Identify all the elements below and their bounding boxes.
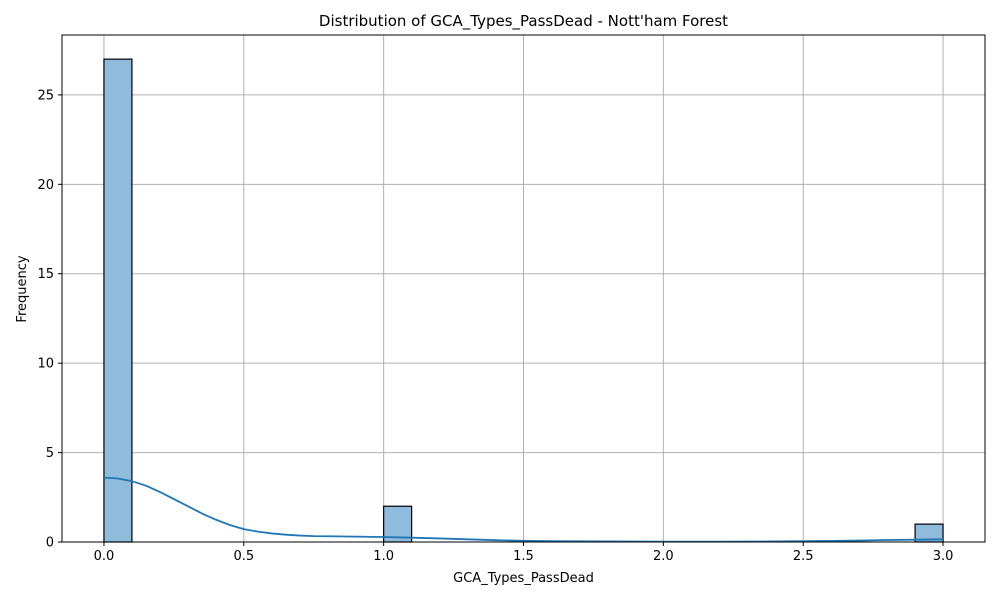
x-tick-label-0: 0.0 — [94, 549, 115, 564]
y-tick-label-3: 15 — [37, 267, 54, 282]
histogram-bars — [103, 58, 944, 543]
y-tick-label-2: 10 — [37, 357, 54, 372]
y-tick-label-0: 0 — [46, 536, 54, 551]
x-tick-label-4: 2.0 — [653, 549, 674, 564]
x-tick-label-6: 3.0 — [933, 549, 954, 564]
y-axis-ticks: 0 5 10 15 20 25 — [37, 88, 62, 551]
y-tick-label-4: 20 — [37, 178, 54, 193]
x-axis-ticks: 0.0 0.5 1.0 1.5 2.0 2.5 3.0 — [94, 542, 954, 564]
x-tick-label-1: 0.5 — [233, 549, 254, 564]
chart-title: Distribution of GCA_Types_PassDead - Not… — [319, 12, 728, 31]
x-tick-label-2: 1.0 — [373, 549, 394, 564]
y-tick-label-5: 25 — [37, 88, 54, 103]
x-axis-label: GCA_Types_PassDead — [453, 571, 594, 586]
y-tick-label-1: 5 — [46, 446, 54, 461]
x-tick-label-3: 1.5 — [513, 549, 534, 564]
grid-lines — [62, 35, 985, 543]
histogram-bar-0 — [103, 58, 133, 543]
x-tick-label-5: 2.5 — [793, 549, 814, 564]
y-axis-label: Frequency — [15, 255, 30, 322]
